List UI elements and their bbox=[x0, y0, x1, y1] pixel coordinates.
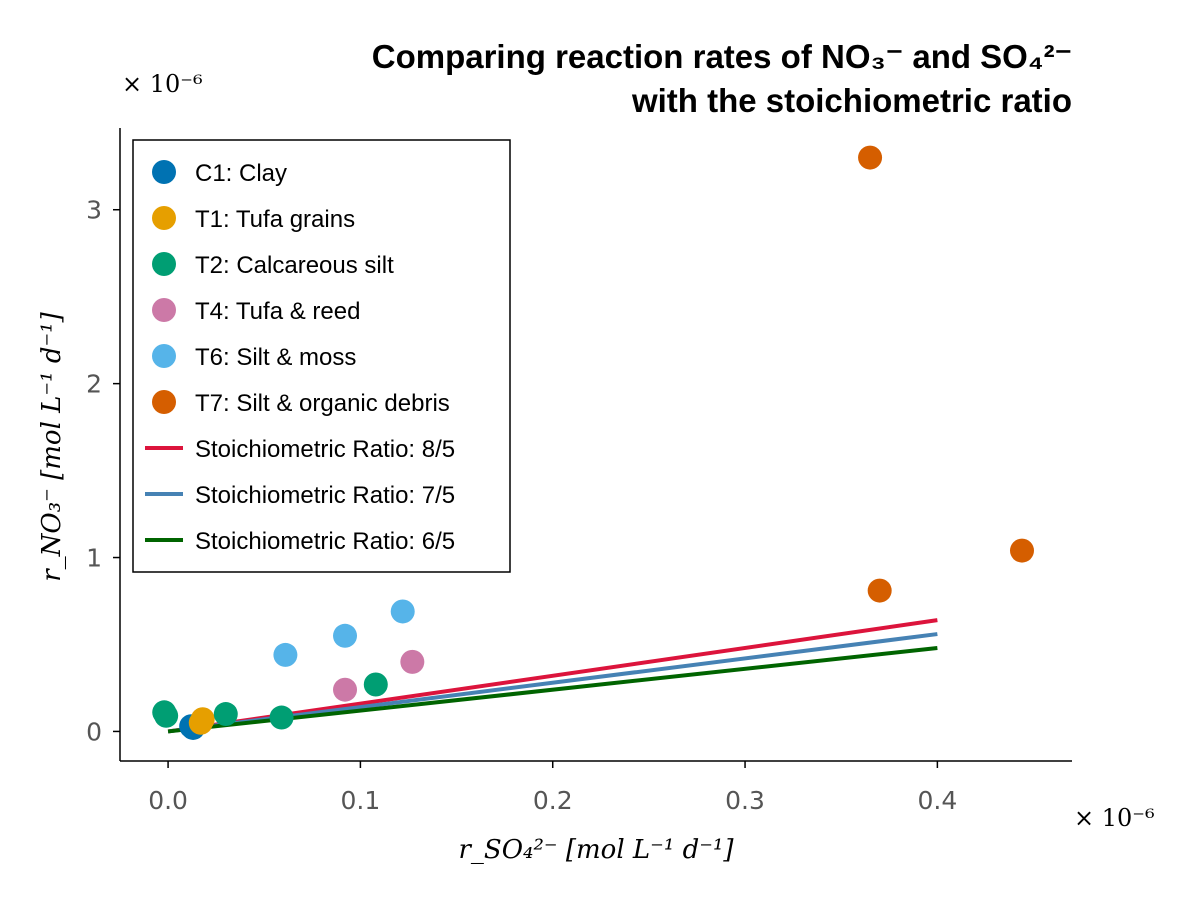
legend-label: T7: Silt & organic debris bbox=[195, 390, 450, 417]
ratio-line bbox=[167, 632, 938, 734]
y-tick-label: 2 bbox=[86, 370, 102, 399]
legend-label: Stoichiometric Ratio: 8/5 bbox=[195, 436, 455, 463]
legend-marker bbox=[152, 344, 176, 368]
scatter-point bbox=[190, 707, 215, 732]
scatter-point bbox=[273, 642, 298, 667]
scatter-point bbox=[269, 705, 294, 730]
x-tick-label: 0.3 bbox=[725, 786, 765, 815]
axis-ticks: 0.0 0.1 0.2 0.3 0.4 0 1 2 3 bbox=[86, 196, 957, 815]
legend-marker bbox=[152, 390, 176, 414]
legend-label: C1: Clay bbox=[195, 160, 287, 187]
legend-marker bbox=[152, 298, 176, 322]
x-multiplier: × 10⁻⁶ bbox=[1074, 804, 1155, 832]
scatter-point bbox=[333, 677, 358, 702]
ratio-line bbox=[167, 618, 938, 734]
x-tick-label: 0.0 bbox=[148, 786, 188, 815]
legend: C1: Clay T1: Tufa grains T2: Calcareous si… bbox=[132, 139, 511, 573]
legend-label: T1: Tufa grains bbox=[195, 206, 355, 233]
x-tick-label: 0.2 bbox=[533, 786, 573, 815]
scatter-point bbox=[363, 672, 388, 697]
scatter-point bbox=[333, 623, 358, 648]
y-multiplier: × 10⁻⁶ bbox=[122, 70, 203, 98]
ratio-line bbox=[167, 645, 938, 734]
legend-label: T6: Silt & moss bbox=[195, 344, 356, 371]
x-axis-label: r_SO₄²⁻ [mol L⁻¹ d⁻¹] bbox=[458, 835, 734, 865]
y-tick-label: 0 bbox=[86, 717, 102, 746]
legend-label: Stoichiometric Ratio: 6/5 bbox=[195, 528, 455, 555]
x-tick-label: 0.1 bbox=[341, 786, 381, 815]
y-tick-label: 3 bbox=[86, 196, 102, 225]
legend-marker bbox=[152, 252, 176, 276]
scatter-point bbox=[867, 578, 892, 603]
scatter-point bbox=[390, 599, 415, 624]
legend-label: T4: Tufa & reed bbox=[195, 298, 360, 325]
scatter-point bbox=[1009, 538, 1034, 563]
legend-marker bbox=[152, 206, 176, 230]
legend-label: T2: Calcareous silt bbox=[195, 252, 394, 279]
y-axis-label: r_NO₃⁻ [mol L⁻¹ d⁻¹] bbox=[37, 311, 67, 581]
scatter-point bbox=[213, 702, 238, 727]
y-tick-label: 1 bbox=[86, 544, 102, 573]
legend-items: C1: Clay T1: Tufa grains T2: Calcareous si… bbox=[145, 160, 455, 555]
legend-marker bbox=[152, 160, 176, 184]
legend-box bbox=[132, 139, 511, 573]
scatter-points bbox=[152, 145, 1034, 740]
scatter-point bbox=[154, 703, 179, 728]
chart-title: Comparing reaction rates of NO₃⁻ and SO₄… bbox=[372, 38, 1072, 75]
ratio-lines bbox=[167, 618, 938, 734]
x-tick-label: 0.4 bbox=[917, 786, 957, 815]
scatter-point bbox=[858, 145, 883, 170]
scatter-point bbox=[400, 649, 425, 674]
chart-title-line2: with the stoichiometric ratio bbox=[631, 82, 1072, 119]
legend-label: Stoichiometric Ratio: 7/5 bbox=[195, 482, 455, 509]
